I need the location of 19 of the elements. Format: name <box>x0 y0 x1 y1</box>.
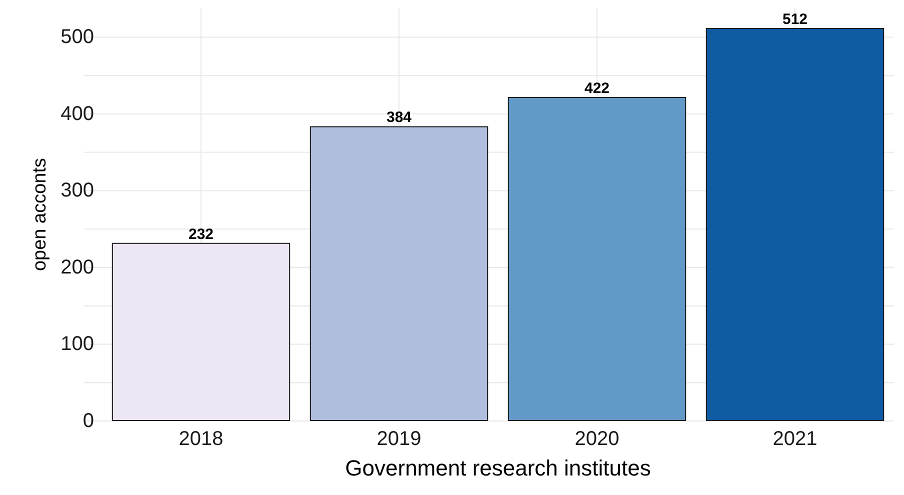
y-tick-label: 200 <box>60 256 94 278</box>
data-label: 512 <box>782 10 808 28</box>
bar <box>310 126 488 421</box>
bar <box>706 28 884 421</box>
y-tick-label: 0 <box>82 410 94 432</box>
x-tick-label: 2021 <box>772 428 818 450</box>
x-tick-label: 2019 <box>376 428 422 450</box>
y-tick-label: 300 <box>60 180 94 202</box>
data-label: 422 <box>584 80 610 98</box>
y-tick-label: 400 <box>60 102 94 125</box>
data-label: 384 <box>386 109 412 126</box>
x-tick-label: 2018 <box>178 428 224 450</box>
bar <box>508 97 686 421</box>
y-tick-label: 100 <box>60 333 94 356</box>
x-tick-label: 2020 <box>574 428 620 450</box>
data-label: 232 <box>188 226 214 243</box>
y-tick-label: 500 <box>60 26 94 48</box>
y-axis-title: open acconts <box>30 158 51 272</box>
x-axis-title: Government research institutes <box>345 456 651 480</box>
